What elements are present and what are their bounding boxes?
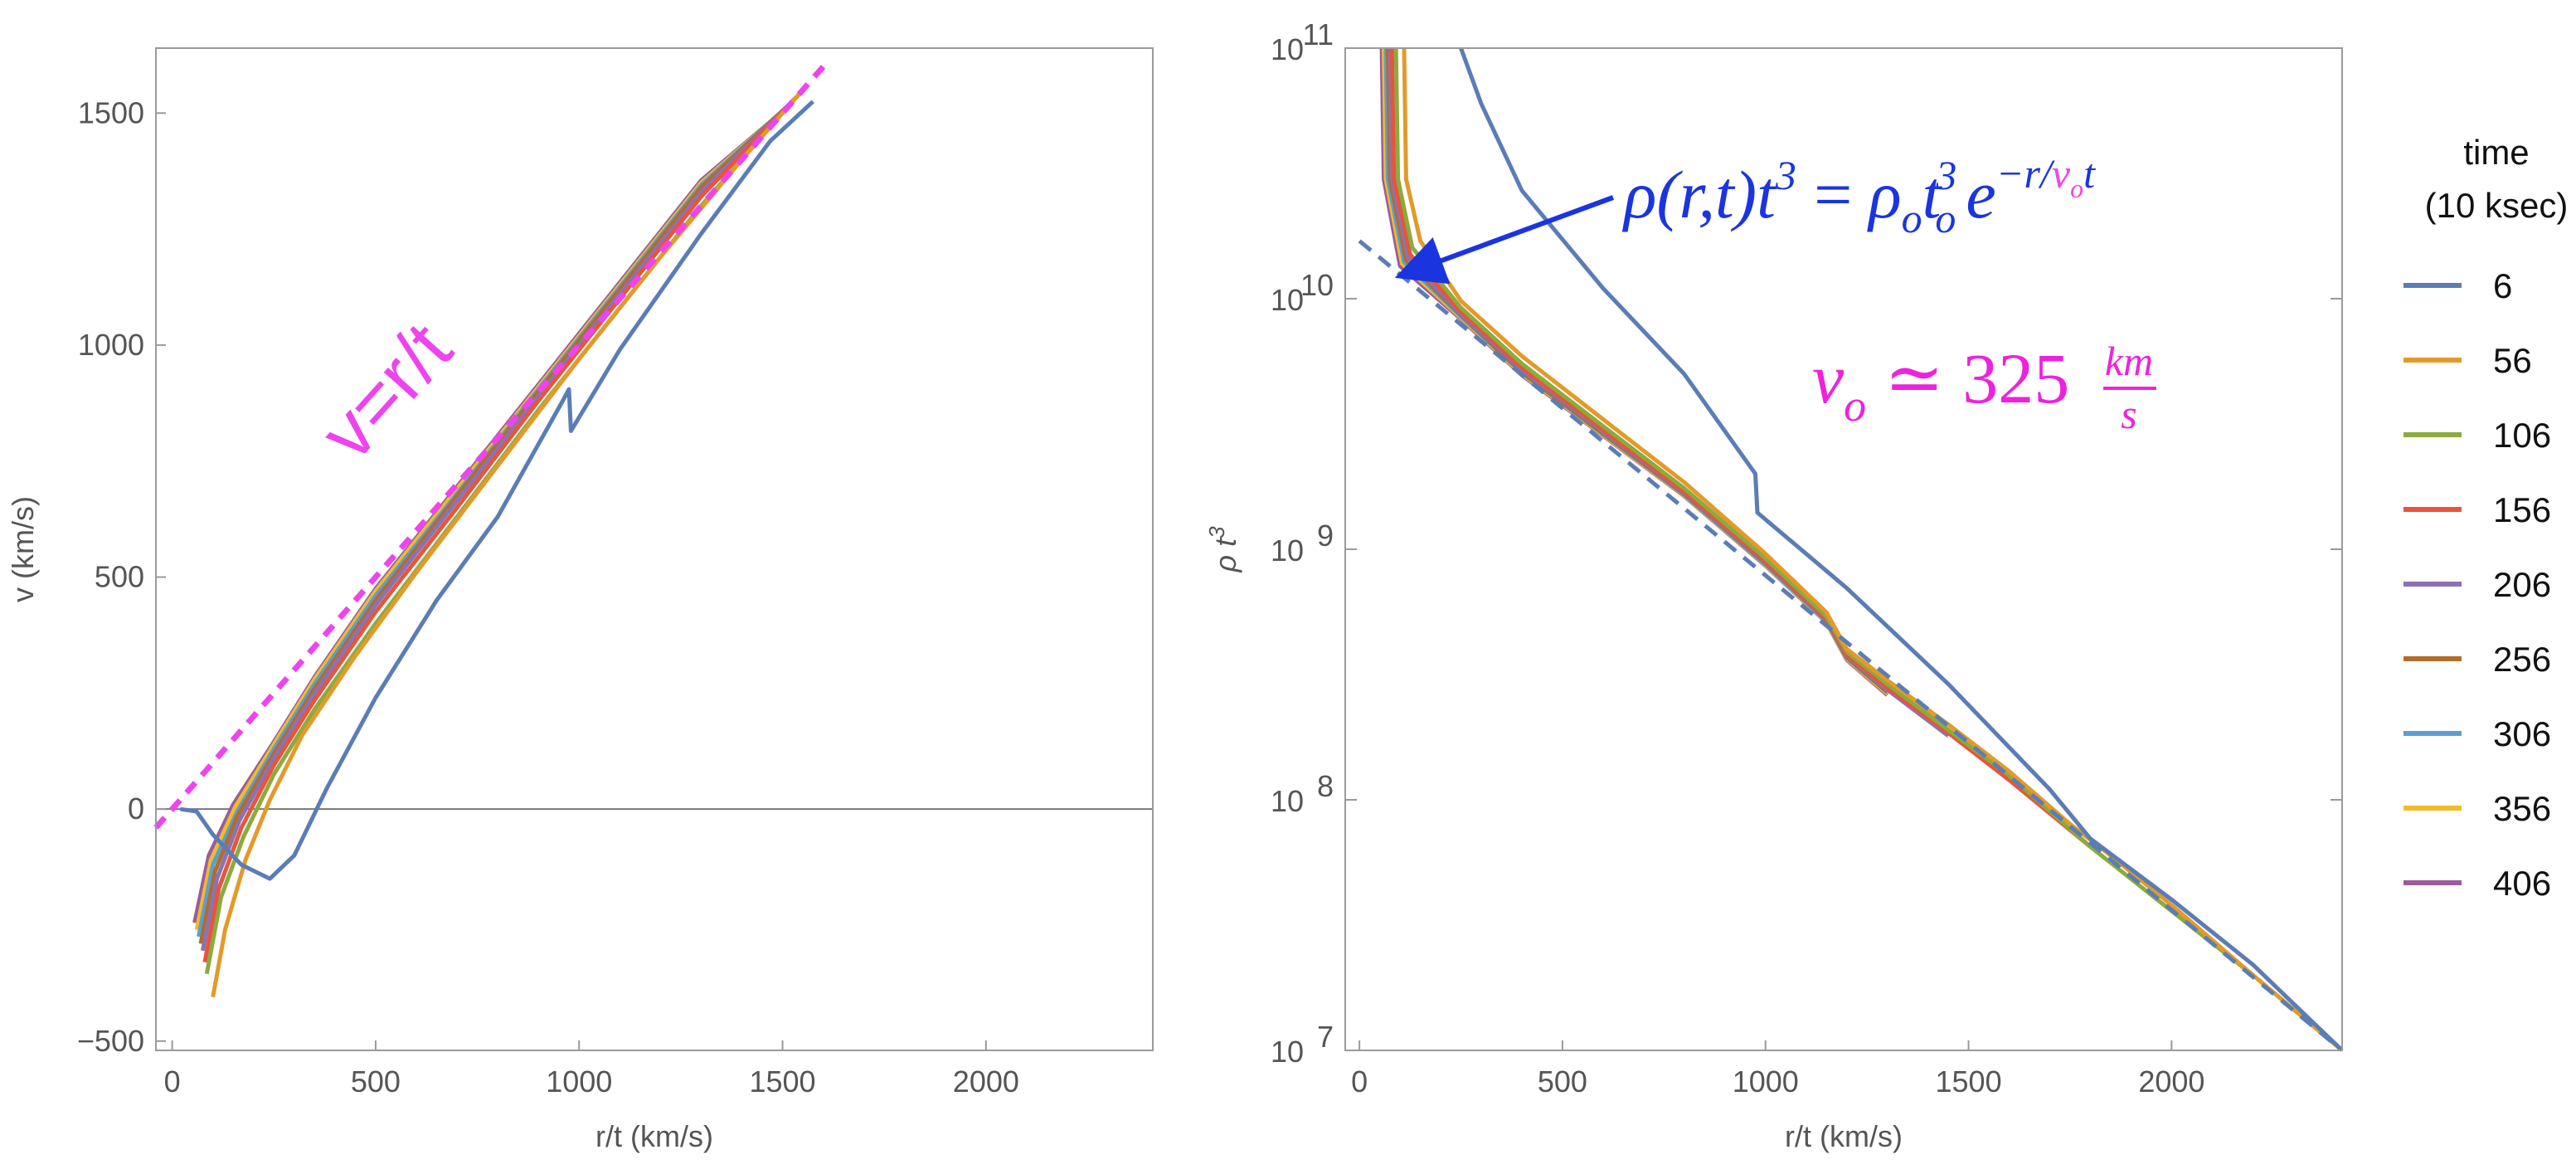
- left-x-tick-label: 2000: [953, 1064, 1019, 1098]
- left-x-tick-label: 0: [164, 1064, 181, 1098]
- velocity-series-406: [192, 104, 790, 923]
- velocity-series-group: [156, 85, 1153, 998]
- velocity-series-106: [204, 90, 803, 975]
- legend-label-256: 256: [2493, 640, 2551, 679]
- left-y-axis-label: v (km/s): [6, 496, 40, 602]
- right-y-tick-exponent: 9: [1317, 519, 1334, 553]
- right-y-tick-label: 10: [1271, 1035, 1304, 1069]
- right-x-axis-ticks: 0 500 1000 1500 2000: [1351, 1040, 2204, 1098]
- density-series-group: [1379, 48, 2342, 1050]
- left-y-tick-label: 0: [128, 792, 144, 826]
- right-y-tick-label: 10: [1271, 32, 1304, 66]
- right-y-tick-label: 10: [1271, 283, 1304, 317]
- velocity-chart: v=r/t 0 500 1000 1500 2000 −500050010001500 …: [6, 47, 1154, 1153]
- right-y-tick-exponent: 11: [1303, 17, 1334, 51]
- right-x-tick-label: 1500: [1936, 1064, 2002, 1098]
- left-y-tick-label: 1500: [78, 95, 144, 129]
- velocity-series-256: [198, 97, 797, 944]
- legend-title-line2: (10 ksec): [2425, 186, 2569, 225]
- density-series-6: [1459, 48, 2342, 1050]
- right-y-axis-label-exponent: 3: [1204, 526, 1229, 538]
- left-x-axis-ticks: 0 500 1000 1500 2000: [164, 1040, 1019, 1098]
- legend-label-206: 206: [2493, 565, 2551, 604]
- left-y-tick-label: 500: [95, 560, 144, 594]
- exponential-fit-dashed-line: [1358, 239, 2344, 1052]
- velocity-series-356: [194, 102, 793, 931]
- legend: time (10 ksec) 6 56 106 156 206 256 306 356 406: [2403, 133, 2568, 903]
- velocity-series-56: [211, 85, 807, 998]
- reference-line-v-equals-r-over-t: [153, 65, 826, 830]
- right-x-axis-label: r/t (km/s): [1785, 1119, 1903, 1153]
- right-x-tick-label: 1000: [1733, 1064, 1799, 1098]
- density-formula-annotation: ρ(r,t)t3 = ρot3 o e−r/vot: [1394, 150, 2096, 285]
- left-x-axis-label: r/t (km/s): [595, 1119, 713, 1153]
- reference-line-label: v=r/t: [304, 307, 468, 475]
- legend-label-156: 156: [2493, 490, 2551, 529]
- v0-formula: vo ≃ 325: [1812, 339, 2069, 431]
- legend-entries: 6 56 106 156 206 256 306 356 406: [2403, 266, 2551, 903]
- right-y-tick-exponent: 8: [1317, 769, 1334, 803]
- right-x-tick-label: 2000: [2138, 1064, 2204, 1098]
- left-y-tick-label: 1000: [78, 328, 144, 362]
- legend-label-406: 406: [2493, 864, 2551, 903]
- formula-arrow: [1394, 195, 1615, 285]
- right-y-tick-exponent: 10: [1300, 268, 1334, 302]
- left-x-tick-label: 500: [351, 1064, 401, 1098]
- legend-label-356: 356: [2493, 789, 2551, 828]
- legend-title-line1: time: [2463, 133, 2529, 172]
- left-x-tick-label: 1500: [749, 1064, 815, 1098]
- right-x-tick-label: 500: [1538, 1064, 1587, 1098]
- right-y-tick-label: 10: [1271, 533, 1304, 568]
- legend-label-56: 56: [2493, 341, 2532, 380]
- left-x-tick-label: 1000: [546, 1064, 612, 1098]
- left-y-tick-label: −500: [77, 1024, 144, 1058]
- v0-annotation: vo ≃ 325 km s: [1812, 338, 2156, 437]
- right-x-tick-label: 0: [1351, 1064, 1368, 1098]
- density-formula: ρ(r,t)t3 = ρot3 o e−r/vot: [1621, 150, 2096, 241]
- v0-unit-denominator: s: [2121, 391, 2136, 437]
- left-plot-frame: [155, 47, 1154, 1051]
- left-y-axis-ticks: −500 0 500 1000 1500: [77, 95, 166, 1058]
- right-y-axis-label-base: ρ t: [1208, 537, 1242, 573]
- legend-label-6: 6: [2493, 266, 2512, 305]
- legend-label-106: 106: [2493, 416, 2551, 455]
- velocity-series-206: [200, 95, 799, 952]
- right-y-axis-label: ρ t3: [1204, 526, 1242, 573]
- velocity-series-6: [180, 100, 814, 881]
- right-y-tick-exponent: 7: [1317, 1020, 1334, 1054]
- right-y-tick-label: 10: [1271, 784, 1304, 818]
- legend-label-306: 306: [2493, 714, 2551, 753]
- v0-unit-numerator: km: [2105, 338, 2153, 384]
